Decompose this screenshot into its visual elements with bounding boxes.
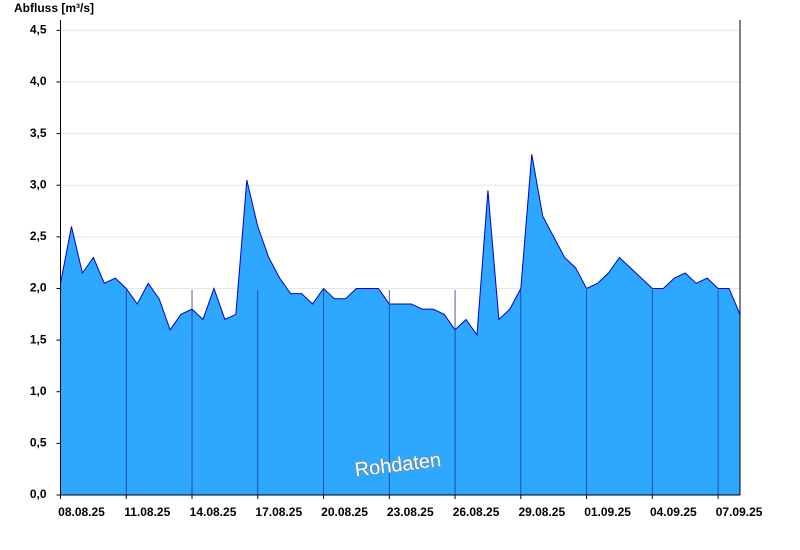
y-tick-label: 3,0 — [30, 177, 47, 191]
x-tick-label: 14.08.25 — [190, 505, 237, 519]
x-tick-label: 07.09.25 — [716, 505, 763, 519]
y-tick-label: 0,5 — [30, 436, 47, 450]
x-tick-label: 29.08.25 — [518, 505, 565, 519]
x-tick-label: 11.08.25 — [124, 505, 170, 519]
x-tick-label: 01.09.25 — [584, 505, 631, 519]
x-tick-label: 23.08.25 — [387, 505, 434, 519]
x-tick-label: 08.08.25 — [58, 505, 105, 519]
y-tick-label: 2,0 — [30, 281, 47, 295]
area-fill — [60, 154, 740, 495]
y-tick-label: 4,0 — [30, 74, 47, 88]
area-line — [60, 154, 741, 337]
y-tick-label: 1,5 — [30, 332, 47, 346]
y-tick-label: 3,5 — [30, 126, 47, 140]
y-tick-label: 1,0 — [30, 384, 47, 398]
y-tick-label: 2,5 — [30, 229, 47, 243]
x-tick-label: 04.09.25 — [650, 505, 697, 519]
y-tick-label: 0,0 — [30, 487, 47, 501]
y-axis-label: Abfluss [m³/s] — [14, 1, 94, 15]
x-tick-label: 17.08.25 — [255, 505, 302, 519]
x-tick-label: 20.08.25 — [321, 505, 368, 519]
x-tick-label: 26.08.25 — [453, 505, 500, 519]
y-tick-label: 4,5 — [30, 22, 47, 36]
